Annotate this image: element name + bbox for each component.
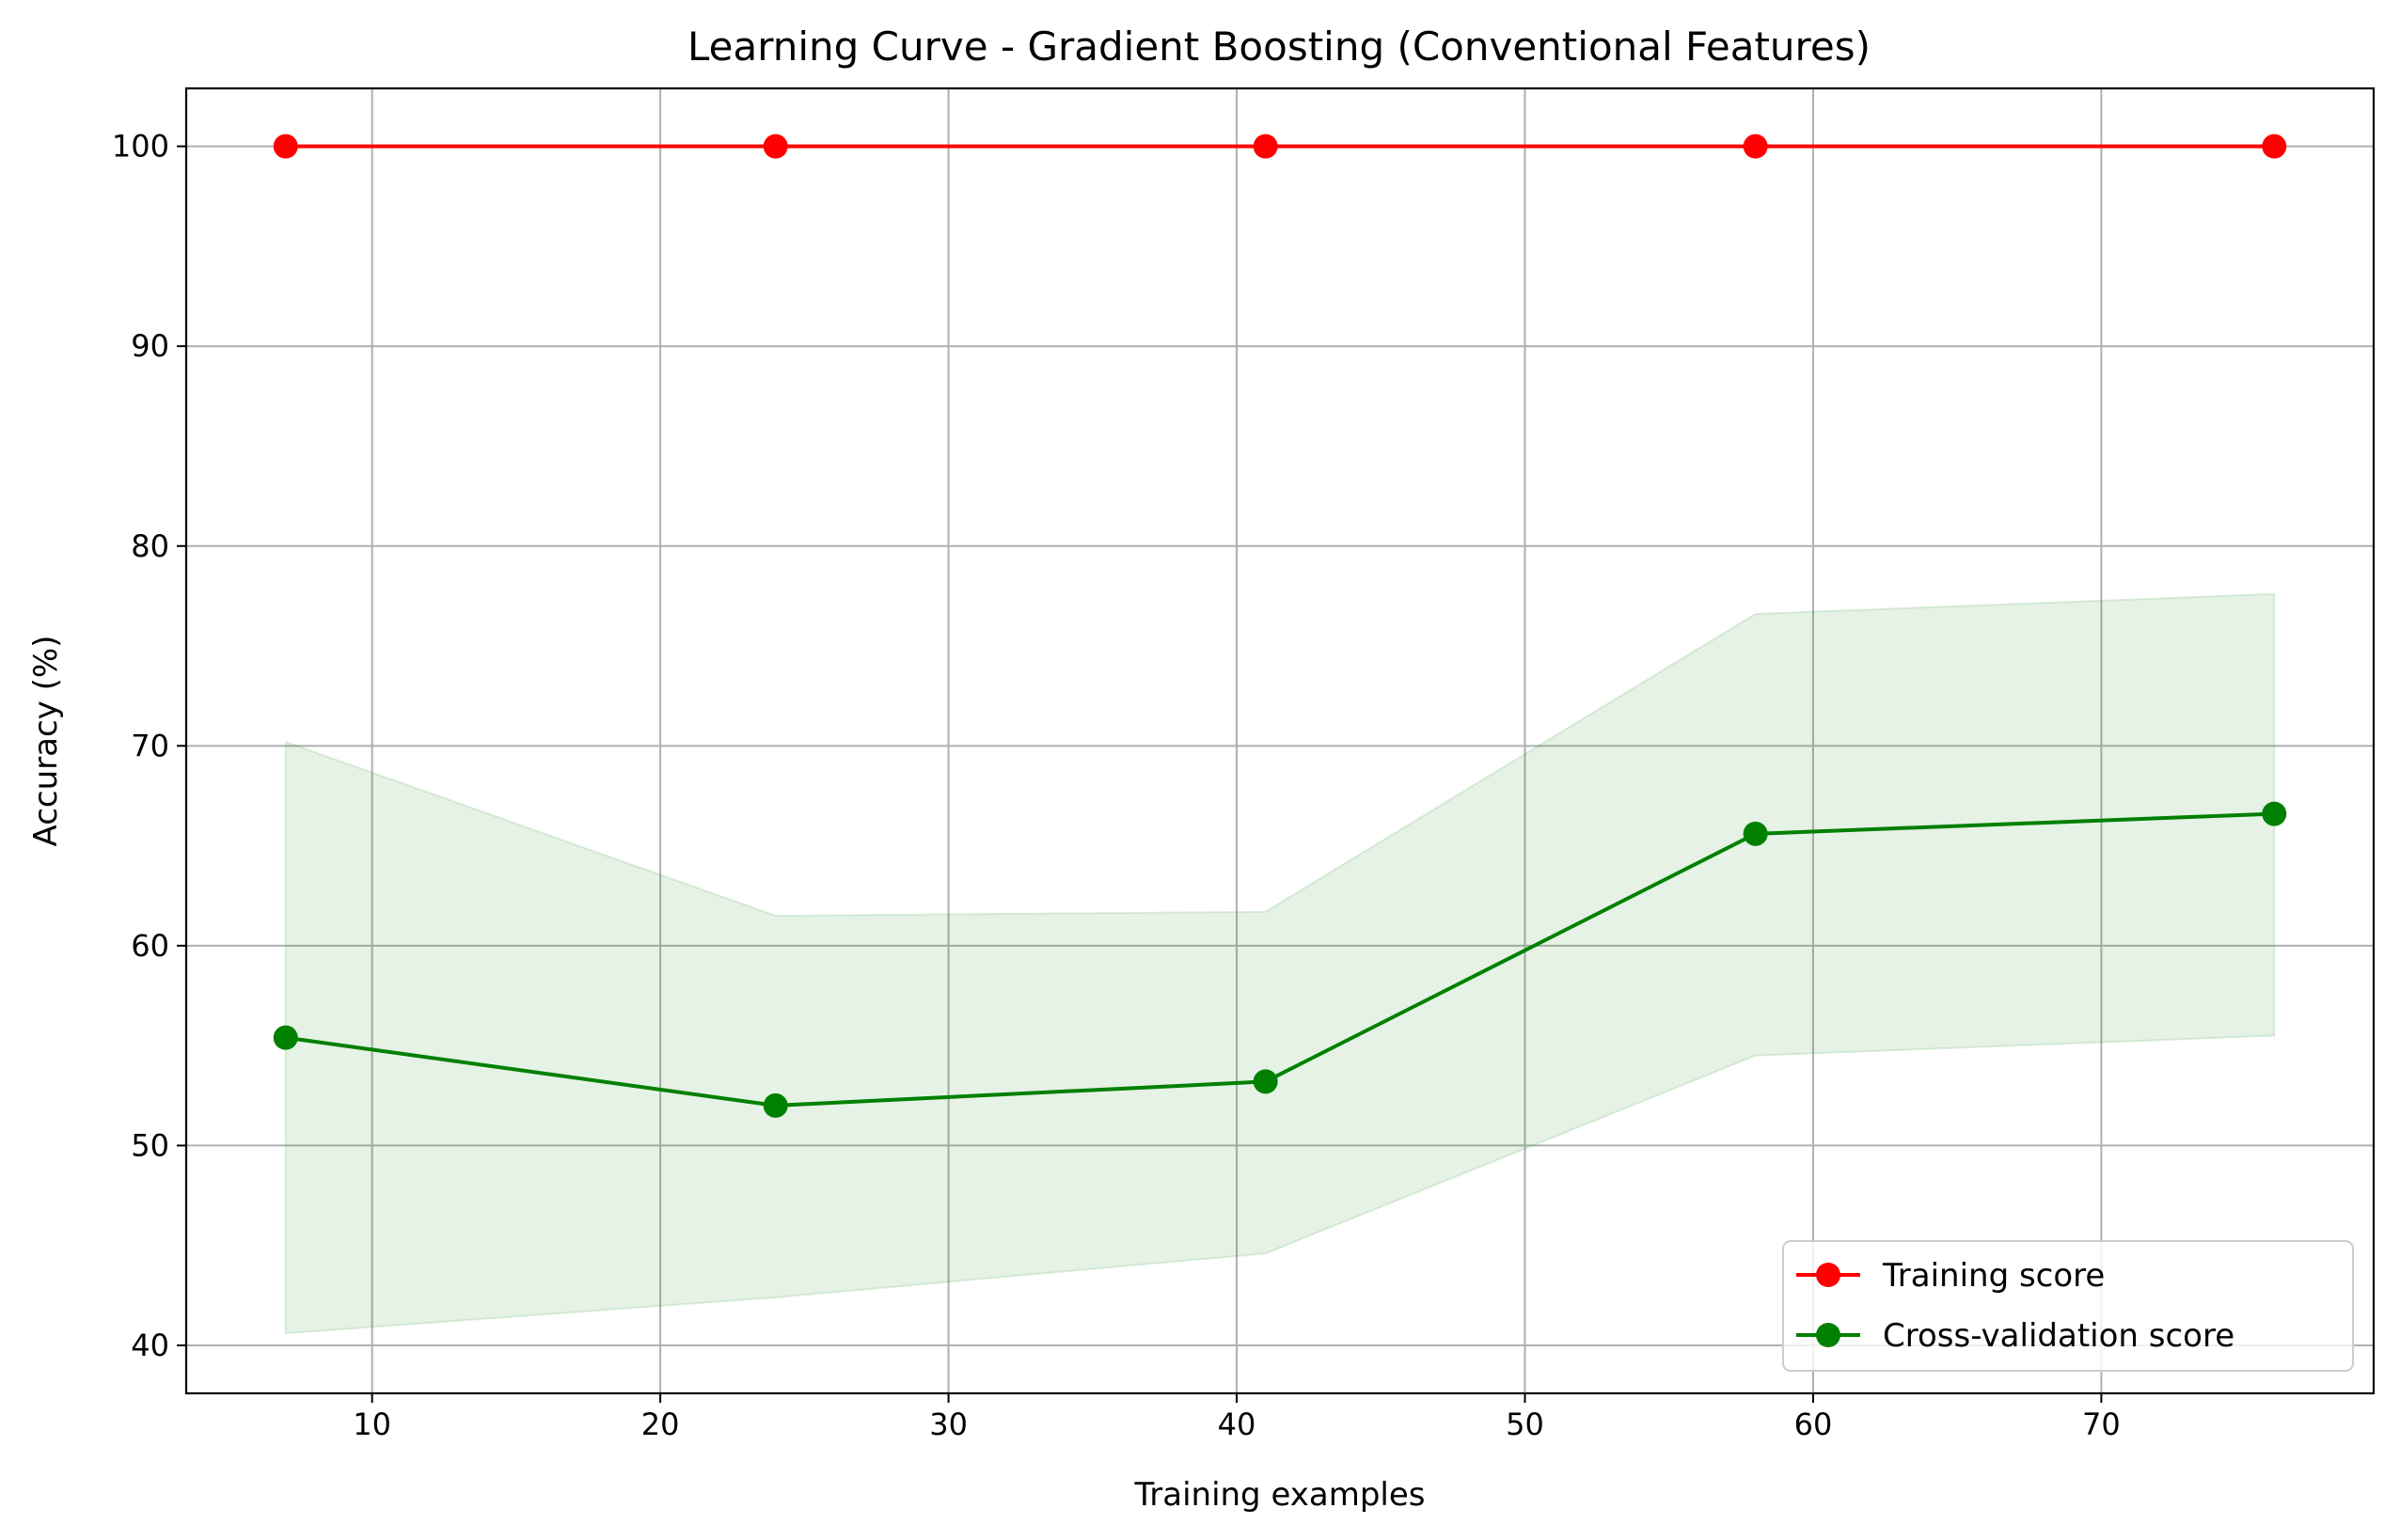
legend-marker-0: [1816, 1263, 1840, 1287]
x-tick-label: 30: [929, 1406, 968, 1442]
y-tick-label: 50: [131, 1127, 169, 1163]
y-axis-label: Accuracy (%): [27, 636, 65, 847]
series-1-point: [2262, 801, 2287, 826]
legend: Training score Cross-validation score: [1782, 1240, 2354, 1372]
legend-label-0: Training score: [1882, 1257, 2105, 1295]
y-tick-label: 60: [131, 928, 169, 964]
x-axis-label: Training examples: [1133, 1476, 1425, 1514]
y-tick-label: 70: [131, 728, 169, 763]
y-axis-ticks: 40 50 60 70 80 90 100: [112, 129, 186, 1363]
chart-title: Learning Curve - Gradient Boosting (Conv…: [687, 24, 1871, 70]
x-tick-label: 70: [2082, 1406, 2121, 1442]
y-tick-label: 40: [131, 1328, 169, 1363]
x-tick-label: 40: [1218, 1406, 1256, 1442]
series-0-point: [1743, 134, 1768, 159]
series-1-point: [273, 1025, 298, 1050]
x-tick-label: 20: [641, 1406, 680, 1442]
x-tick-label: 10: [353, 1406, 391, 1442]
y-tick-label: 80: [131, 528, 169, 564]
confidence-bands: [284, 592, 2276, 1335]
x-axis-ticks: 10 20 30 40 50 60 70: [353, 1393, 2121, 1442]
plot-area-frame: [184, 86, 2376, 1395]
y-tick-label: 90: [131, 328, 169, 364]
series-1-std-band: [284, 592, 2276, 1335]
y-tick-label: 100: [112, 129, 169, 165]
x-tick-label: 50: [1506, 1406, 1544, 1442]
series-0-point: [2262, 134, 2287, 159]
series-0-point: [273, 134, 298, 159]
legend-label-1: Cross-validation score: [1883, 1317, 2234, 1355]
series-lines: [273, 134, 2287, 1118]
series-1-point: [1743, 821, 1768, 846]
legend-marker-1: [1816, 1323, 1840, 1347]
x-tick-label: 60: [1794, 1406, 1833, 1442]
series-0-point: [763, 134, 788, 159]
series-0-point: [1253, 134, 1278, 159]
legend-box: [1782, 1240, 2354, 1372]
series-1-point: [763, 1092, 788, 1118]
series-1-point: [1253, 1069, 1278, 1094]
